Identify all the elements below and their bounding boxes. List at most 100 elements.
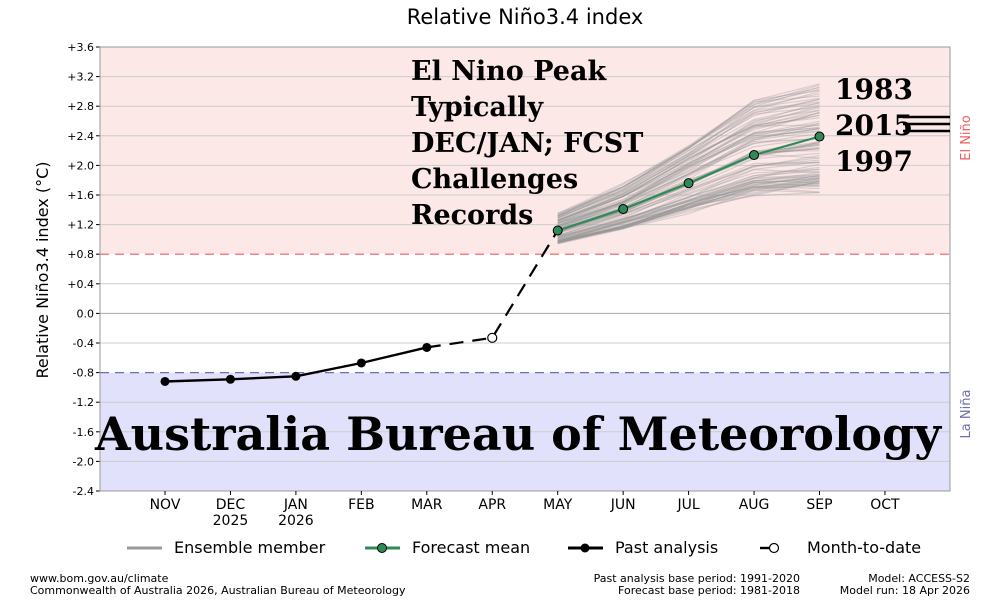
x-tick-sublabel: 2025 bbox=[213, 513, 249, 529]
ensemble-member-line bbox=[557, 130, 820, 230]
y-tick-label: +1.6 bbox=[67, 189, 94, 202]
y-tick-label: +2.0 bbox=[67, 159, 94, 172]
legend: Ensemble member Forecast mean Past analysi… bbox=[127, 538, 921, 557]
ensemble-member-line bbox=[557, 126, 820, 226]
y-tick-label: -0.8 bbox=[73, 367, 94, 380]
y-tick-label: +2.4 bbox=[67, 130, 94, 143]
ensemble-member-line bbox=[557, 84, 820, 217]
ensemble-member-line bbox=[557, 185, 820, 244]
ensemble-member-line bbox=[557, 120, 820, 226]
annotation-text-line: El Nino Peak bbox=[411, 56, 607, 87]
ensemble-member-line bbox=[557, 112, 820, 222]
ensemble-member-line bbox=[557, 159, 820, 237]
ensemble-member-line bbox=[557, 109, 820, 221]
ensemble-member-line bbox=[557, 132, 820, 228]
y-tick-label: +3.2 bbox=[67, 71, 94, 84]
ensemble-member-line bbox=[557, 137, 820, 230]
ensemble-member-line bbox=[557, 184, 820, 241]
past-analysis-point bbox=[225, 374, 235, 384]
legend-marker-past bbox=[580, 543, 590, 553]
annotation-year: 1997 bbox=[835, 145, 913, 178]
forecast-mean-point bbox=[814, 131, 825, 142]
ensemble-member-line bbox=[557, 178, 820, 242]
ensemble-member-line bbox=[557, 98, 820, 217]
y-tick-labels: +3.6 +3.2 +2.8 +2.4 +2.0 +1.6 +1.2 +0.8 +0.4 0.0 -… bbox=[67, 41, 94, 498]
ensemble-member-line bbox=[557, 83, 820, 218]
legend-marker-mtd bbox=[768, 542, 780, 554]
ensemble-member-line bbox=[557, 127, 820, 228]
ensemble-member-line bbox=[557, 189, 820, 244]
y-tick-label: -1.6 bbox=[73, 426, 94, 439]
ensemble-member-line bbox=[557, 182, 820, 243]
ensemble-member-line bbox=[557, 181, 820, 244]
ensemble-member-line bbox=[557, 111, 820, 223]
x-tick-label: APR bbox=[478, 497, 506, 513]
ensemble-member-line bbox=[557, 98, 820, 219]
footer-model-run: Model run: 18 Apr 2026 bbox=[840, 584, 970, 597]
legend-label: Ensemble member bbox=[174, 538, 326, 557]
annotation-text-line: Challenges bbox=[411, 164, 578, 195]
ensemble-member-line bbox=[557, 181, 820, 243]
ensemble-member-line bbox=[557, 170, 820, 242]
ensemble-member-line bbox=[557, 177, 820, 244]
y-tick-label: -2.0 bbox=[73, 455, 94, 468]
ensemble-member-line bbox=[557, 177, 820, 241]
ensemble-member-line bbox=[557, 173, 820, 242]
ensemble-member-line bbox=[557, 168, 820, 239]
forecast-mean-point bbox=[683, 178, 694, 189]
x-tick-label: JUL bbox=[677, 497, 700, 513]
ensemble-member-line bbox=[557, 181, 820, 242]
el-nino-zone bbox=[100, 47, 950, 255]
annotations: El Nino Peak Typically DEC/JAN; FCST Challe… bbox=[94, 56, 950, 461]
ensemble-member-line bbox=[557, 171, 820, 239]
y-tick-label: -1.2 bbox=[73, 396, 94, 409]
ensemble-member-line bbox=[557, 177, 820, 242]
ensemble-member-line bbox=[557, 161, 820, 234]
x-tick-sublabel: 2026 bbox=[278, 513, 314, 529]
footer-model: Model: ACCESS-S2 bbox=[868, 572, 970, 585]
ensemble-member-line bbox=[557, 177, 820, 242]
ensemble-member-line bbox=[557, 114, 820, 222]
ensemble-member-line bbox=[557, 95, 820, 217]
legend-label: Forecast mean bbox=[412, 538, 530, 557]
annotation-text-line: DEC/JAN; FCST bbox=[411, 128, 643, 159]
x-tick-label: MAR bbox=[411, 497, 443, 513]
x-tick-label: JAN bbox=[283, 497, 308, 513]
ensemble-member-line bbox=[557, 186, 820, 243]
x-tick-label: AUG bbox=[739, 497, 770, 513]
ensemble-member-line bbox=[557, 174, 820, 242]
forecast-mean-point bbox=[552, 225, 563, 236]
ensemble-member-line bbox=[557, 191, 820, 245]
legend-marker-forecast bbox=[377, 543, 387, 553]
ensemble-member-line bbox=[557, 168, 820, 238]
ensemble-member-line bbox=[557, 90, 820, 217]
ensemble-member-line bbox=[557, 109, 820, 222]
grid-lines bbox=[96, 46, 951, 492]
ensemble-member-line bbox=[557, 175, 820, 240]
ensemble-member-line bbox=[557, 124, 820, 225]
ensemble-member-line bbox=[557, 93, 820, 219]
footer-past-base: Past analysis base period: 1991-2020 bbox=[594, 572, 800, 585]
month-to-date-point bbox=[487, 332, 498, 343]
ensemble-member-line bbox=[557, 89, 820, 214]
ensemble-member-line bbox=[557, 97, 820, 217]
ensemble-member-line bbox=[557, 122, 820, 224]
annotation-year: 1983 bbox=[835, 73, 913, 106]
y-axis-label: Relative Niño3.4 index (°C) bbox=[33, 162, 52, 379]
ensemble-member-line bbox=[557, 177, 820, 242]
ensemble-member-line bbox=[557, 179, 820, 243]
annotation-text-line: Typically bbox=[411, 92, 544, 123]
past-analysis-point bbox=[160, 376, 170, 386]
ensemble-member-line bbox=[557, 176, 820, 243]
plot-frame bbox=[99, 46, 951, 492]
ensemble-member-line bbox=[557, 175, 820, 243]
ensemble-member-line bbox=[557, 104, 820, 220]
y-tick-label: 0.0 bbox=[77, 307, 95, 320]
legend-label: Month-to-date bbox=[807, 538, 921, 557]
y-tick-label: +0.8 bbox=[67, 248, 94, 261]
series-lines bbox=[160, 131, 825, 386]
el-nino-label: El Niño bbox=[959, 115, 974, 161]
past-analysis-point bbox=[291, 371, 301, 381]
